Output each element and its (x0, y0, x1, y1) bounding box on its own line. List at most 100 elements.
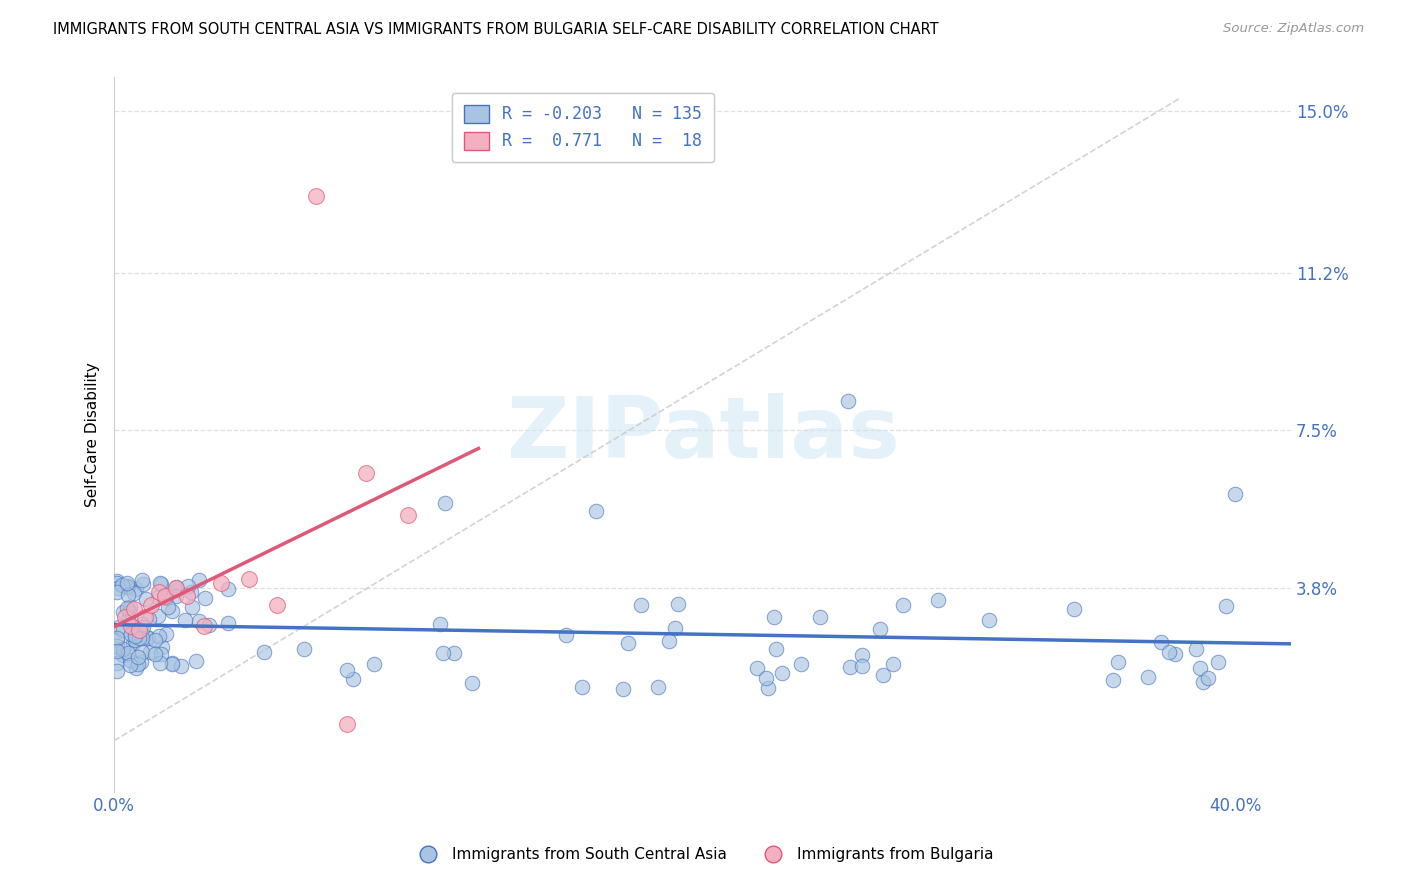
Point (305, 189, 328, 203)
Point (122, 624, 145, 639)
Point (1107, 655, 1129, 669)
Point (1102, 673, 1125, 687)
Point (117, 575, 139, 590)
Point (127, 657, 149, 672)
Point (105, 585, 128, 599)
Point (155, 591, 177, 605)
Point (105, 664, 128, 678)
Point (658, 633, 681, 648)
Point (180, 600, 202, 615)
Point (131, 645, 153, 659)
Point (1215, 599, 1237, 614)
Point (461, 675, 484, 690)
Point (1192, 675, 1215, 690)
Point (122, 602, 145, 616)
Point (115, 601, 138, 615)
Point (927, 593, 949, 607)
Point (132, 620, 155, 634)
Point (131, 617, 153, 632)
Point (157, 600, 180, 615)
Point (217, 616, 239, 631)
Point (115, 580, 138, 594)
Point (630, 598, 652, 612)
Point (146, 609, 169, 624)
Point (125, 582, 148, 596)
Point (118, 658, 141, 673)
Point (166, 582, 188, 597)
Point (184, 654, 207, 668)
Point (187, 614, 209, 628)
Point (770, 665, 793, 680)
Point (155, 627, 177, 641)
Point (872, 667, 894, 681)
Point (117, 579, 139, 593)
Point (851, 648, 873, 663)
Text: IMMIGRANTS FROM SOUTH CENTRAL ASIA VS IMMIGRANTS FROM BULGARIA SELF-CARE DISABIL: IMMIGRANTS FROM SOUTH CENTRAL ASIA VS IM… (53, 22, 939, 37)
Point (432, 646, 454, 660)
Point (253, 645, 276, 659)
Point (105, 631, 128, 645)
Point (105, 632, 128, 647)
Point (555, 628, 578, 642)
Point (808, 609, 831, 624)
Point (136, 631, 159, 645)
Point (149, 656, 172, 670)
Point (117, 612, 139, 626)
Point (176, 589, 198, 603)
Point (112, 623, 135, 637)
Point (117, 646, 139, 660)
Point (187, 573, 209, 587)
Y-axis label: Self-Care Disability: Self-Care Disability (86, 362, 100, 507)
Point (342, 673, 364, 687)
Point (170, 658, 193, 673)
Point (612, 681, 634, 696)
Point (105, 656, 128, 670)
Point (124, 632, 146, 647)
Legend: Immigrants from South Central Asia, Immigrants from Bulgaria: Immigrants from South Central Asia, Immi… (406, 841, 1000, 868)
Point (105, 575, 128, 590)
Point (838, 660, 860, 674)
Point (125, 661, 148, 675)
Point (139, 645, 162, 659)
Point (217, 582, 239, 596)
Point (1223, 487, 1246, 501)
Point (136, 631, 159, 645)
Point (398, 508, 420, 523)
Point (197, 618, 219, 632)
Point (1189, 661, 1212, 675)
Point (238, 572, 260, 586)
Point (356, 466, 378, 480)
Point (105, 574, 128, 588)
Point (837, 393, 859, 408)
Point (139, 598, 162, 612)
Point (617, 636, 640, 650)
Point (135, 592, 157, 607)
Point (585, 504, 607, 518)
Point (118, 605, 141, 619)
Point (105, 644, 128, 658)
Point (128, 623, 150, 637)
Point (1136, 670, 1159, 684)
Point (107, 581, 129, 595)
Legend: R = -0.203   N = 135, R =  0.771   N =  18: R = -0.203 N = 135, R = 0.771 N = 18 (453, 93, 714, 162)
Point (120, 653, 142, 667)
Point (755, 671, 778, 685)
Point (977, 613, 1000, 627)
Point (129, 655, 152, 669)
Point (122, 586, 145, 600)
Point (134, 610, 156, 624)
Text: Source: ZipAtlas.com: Source: ZipAtlas.com (1223, 22, 1364, 36)
Point (745, 661, 768, 675)
Point (148, 630, 170, 644)
Point (149, 576, 172, 591)
Point (162, 657, 184, 671)
Point (647, 680, 669, 694)
Point (165, 581, 187, 595)
Point (120, 619, 142, 633)
Text: ZIPatlas: ZIPatlas (506, 393, 900, 476)
Point (112, 648, 135, 662)
Point (143, 647, 166, 661)
Point (571, 680, 593, 694)
Point (762, 610, 785, 624)
Point (150, 640, 173, 655)
